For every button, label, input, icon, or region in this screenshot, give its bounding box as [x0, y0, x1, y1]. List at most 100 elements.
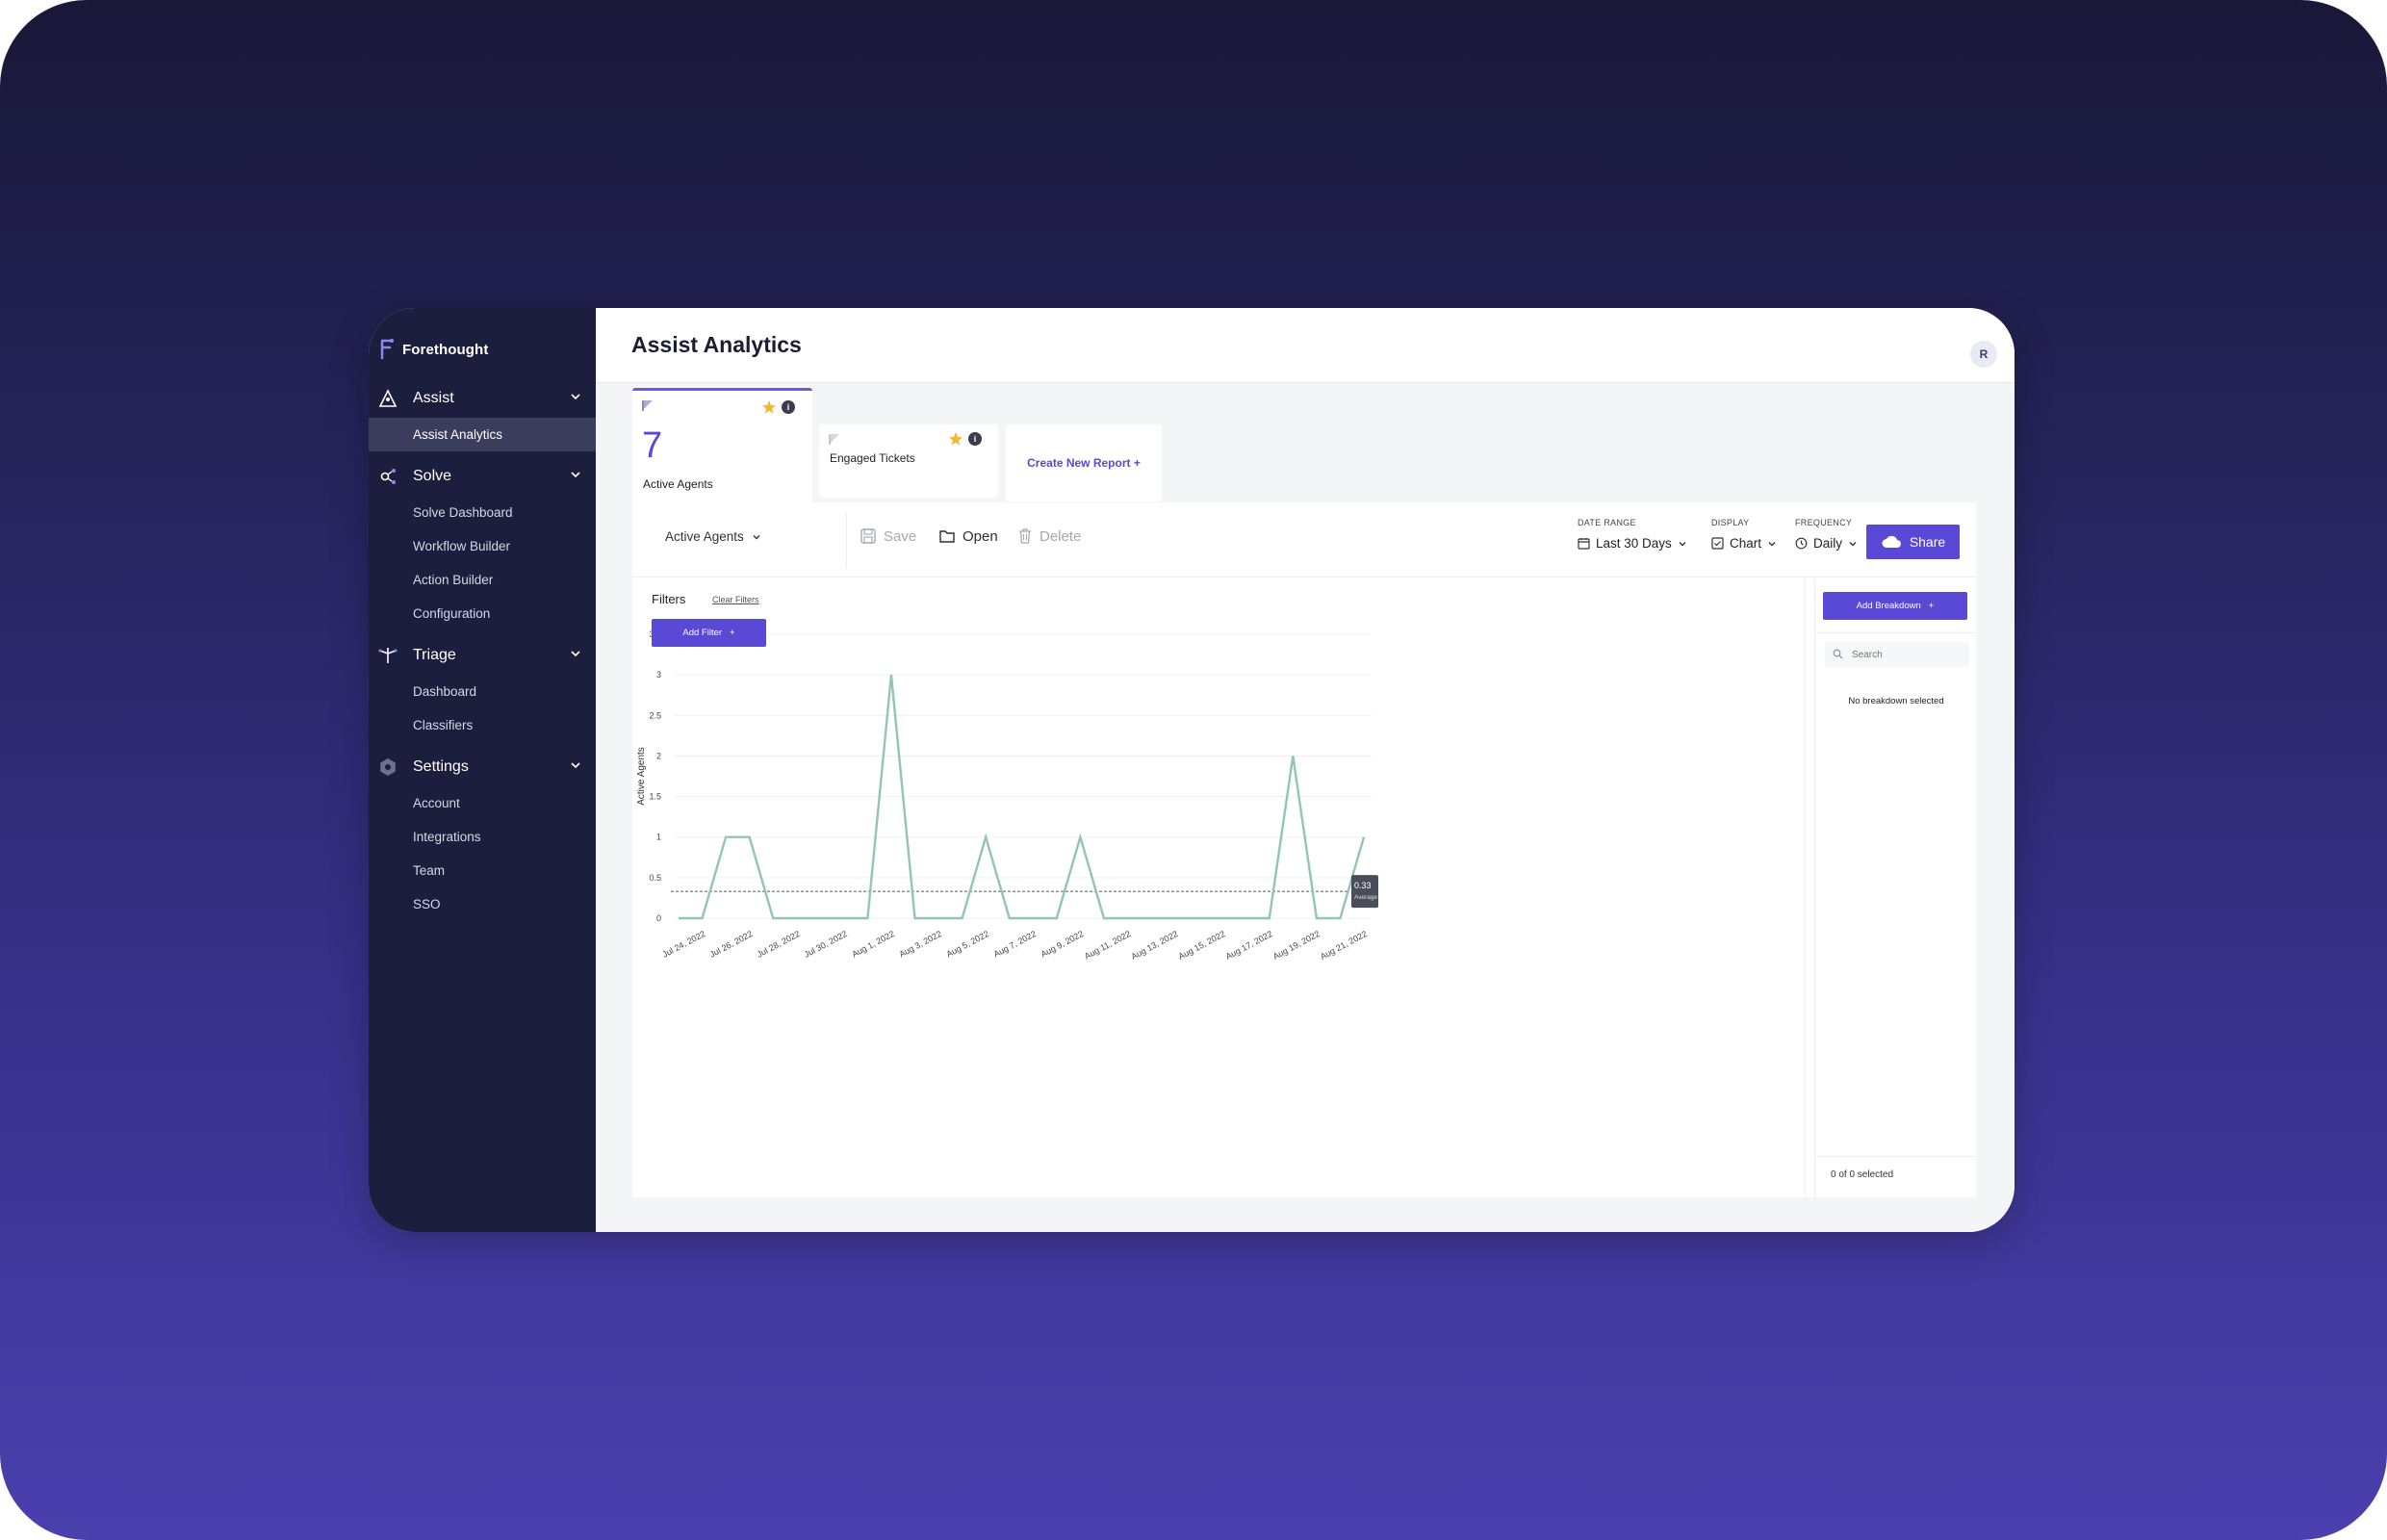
- x-tick-label: Aug 7, 2022: [992, 929, 1039, 960]
- delete-label: Delete: [1040, 527, 1082, 545]
- frequency-caption: FREQUENCY: [1795, 518, 1853, 527]
- trash-icon: [1019, 528, 1031, 544]
- y-tick-label: 0: [656, 913, 661, 923]
- brand-name: Forethought: [402, 341, 489, 358]
- calendar-icon: [1578, 538, 1590, 550]
- plus-icon: +: [1928, 601, 1935, 611]
- star-icon[interactable]: [761, 399, 777, 415]
- x-tick-label: Aug 3, 2022: [897, 929, 943, 960]
- panel-divider: [1815, 1156, 1977, 1157]
- x-tick-label: Aug 5, 2022: [945, 929, 991, 960]
- chevron-down-icon[interactable]: [569, 390, 582, 408]
- open-label: Open: [962, 527, 998, 545]
- series-line: [679, 675, 1366, 920]
- empty-breakdown-message: No breakdown selected: [1848, 696, 1944, 706]
- add-breakdown-label: Add Breakdown: [1856, 601, 1921, 611]
- sidebar-section-solve[interactable]: Solve: [369, 457, 596, 496]
- average-value: 0.33: [1354, 881, 1372, 890]
- y-tick-label: 0.5: [649, 873, 661, 883]
- save-button[interactable]: Save: [860, 527, 916, 545]
- sidebar-section-triage[interactable]: Triage: [369, 636, 596, 675]
- sidebar-item-dashboard[interactable]: Dashboard: [413, 684, 477, 699]
- info-icon[interactable]: i: [968, 432, 982, 446]
- folder-icon: [939, 530, 955, 543]
- triage-icon: [376, 644, 399, 667]
- chevron-down-icon: [1849, 541, 1857, 546]
- x-tick-label: Aug 13, 2022: [1130, 929, 1180, 962]
- sidebar-item-solve-dashboard[interactable]: Solve Dashboard: [413, 505, 513, 520]
- report-panel: Active Agents Save Open Delete: [632, 502, 1977, 1197]
- sidebar-item-sso[interactable]: SSO: [413, 897, 441, 911]
- sidebar-section-settings[interactable]: Settings: [369, 748, 596, 786]
- clear-filters-link[interactable]: Clear Filters: [712, 595, 759, 604]
- brand[interactable]: Forethought: [369, 335, 596, 364]
- sidebar-item-action-builder[interactable]: Action Builder: [413, 573, 494, 587]
- date-range-caption: DATE RANGE: [1578, 518, 1636, 527]
- x-tick-label: Aug 1, 2022: [850, 929, 896, 960]
- search-icon: [1833, 649, 1843, 659]
- avatar[interactable]: R: [1970, 341, 1997, 368]
- x-tick-label: Aug 17, 2022: [1224, 929, 1274, 962]
- main-content: Assist Analytics R i 7 Active Agents i E…: [596, 308, 2015, 1232]
- filters-label: Filters: [652, 592, 686, 606]
- sidebar-section-label: Assist: [413, 390, 454, 406]
- sidebar-item-configuration[interactable]: Configuration: [413, 606, 491, 621]
- display-control[interactable]: DISPLAY Chart: [1711, 518, 1777, 551]
- x-tick-label: Aug 21, 2022: [1319, 929, 1369, 962]
- average-tag: [1351, 875, 1378, 909]
- x-tick-label: Aug 19, 2022: [1271, 929, 1322, 962]
- metric-label: Engaged Tickets: [830, 451, 915, 465]
- card-flag-icon: [642, 400, 653, 411]
- sidebar-item-classifiers[interactable]: Classifiers: [413, 718, 474, 732]
- sidebar-item-account[interactable]: Account: [413, 796, 460, 810]
- sidebar-spacer: [369, 921, 596, 927]
- y-tick-label: 3: [656, 670, 661, 680]
- frequency-value: Daily: [1813, 536, 1843, 551]
- date-range-control[interactable]: DATE RANGE Last 30 Days: [1578, 518, 1687, 551]
- selected-count: 0 of 0 selected: [1831, 1169, 1894, 1180]
- sidebar-item-assist-analytics[interactable]: Assist Analytics: [369, 418, 596, 451]
- sidebar-item-integrations[interactable]: Integrations: [413, 830, 481, 844]
- sidebar-item-team[interactable]: Team: [413, 863, 446, 878]
- sidebar-section-label: Settings: [413, 758, 469, 775]
- save-icon: [860, 528, 876, 544]
- add-filter-label: Add Filter: [682, 628, 723, 638]
- add-filter-button[interactable]: Add Filter +: [652, 619, 766, 647]
- forethought-logo-icon: [380, 339, 394, 360]
- delete-button[interactable]: Delete: [1017, 527, 1081, 545]
- sidebar-item-workflow-builder[interactable]: Workflow Builder: [413, 539, 511, 553]
- checkbox-icon: [1711, 537, 1724, 550]
- metric-dropdown[interactable]: Active Agents: [665, 529, 761, 544]
- x-tick-label: Jul 30, 2022: [803, 929, 849, 960]
- display-caption: DISPLAY: [1711, 518, 1750, 527]
- clock-icon: [1795, 537, 1808, 550]
- sidebar-section-assist[interactable]: Assist: [369, 379, 596, 418]
- app-window: Forethought Assist Assist Analytics Solve S…: [369, 308, 2015, 1232]
- x-tick-label: Jul 24, 2022: [660, 929, 706, 960]
- create-new-report-card[interactable]: Create New Report +: [1006, 424, 1162, 501]
- cloud-icon: [1882, 535, 1901, 548]
- chevron-down-icon[interactable]: [569, 468, 582, 486]
- y-tick-label: 1.5: [649, 792, 661, 802]
- toolbar-divider: [846, 512, 847, 568]
- x-tick-label: Jul 26, 2022: [708, 929, 755, 960]
- share-button[interactable]: Share: [1866, 525, 1960, 559]
- y-tick-label: 2: [656, 751, 661, 760]
- page-title: Assist Analytics: [631, 332, 802, 357]
- breakdown-search-input[interactable]: [1825, 642, 1969, 667]
- info-icon[interactable]: i: [782, 400, 795, 414]
- chevron-down-icon[interactable]: [569, 758, 582, 777]
- metric-value: 7: [642, 425, 663, 466]
- star-icon[interactable]: [948, 431, 963, 447]
- card-active-agents[interactable]: i 7 Active Agents: [632, 388, 812, 503]
- card-engaged-tickets[interactable]: i Engaged Tickets: [819, 424, 998, 498]
- chevron-down-icon[interactable]: [569, 647, 582, 665]
- frequency-control[interactable]: FREQUENCY Daily: [1795, 518, 1858, 551]
- open-button[interactable]: Open: [938, 527, 998, 545]
- x-tick-label: Aug 15, 2022: [1177, 929, 1227, 962]
- average-caption: Average: [1354, 894, 1377, 901]
- x-tick-label: Aug 11, 2022: [1083, 929, 1132, 962]
- add-breakdown-button[interactable]: Add Breakdown +: [1823, 592, 1967, 620]
